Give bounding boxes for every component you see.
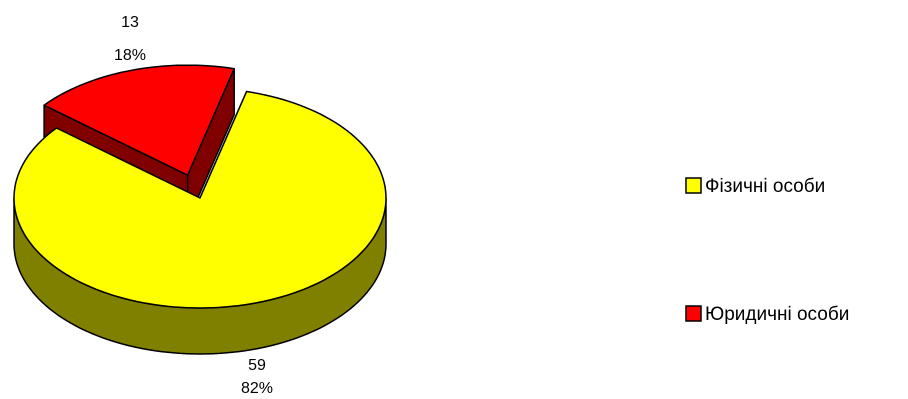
pie-slice-top-1 (43, 64, 235, 176)
pie-slice-top-0 (13, 90, 387, 309)
pie-plot-area (13, 64, 387, 355)
data-label-percent-legal: 18% (114, 47, 146, 64)
legend-label-legal-entities: Юридичні особи (705, 304, 849, 325)
data-label-value-individual: 59 (248, 357, 266, 374)
legend-label-individuals: Фізичні особи (705, 176, 825, 197)
data-label-value-legal: 13 (121, 14, 139, 31)
legend-swatch-individuals (685, 177, 702, 194)
legend-swatch-legal-entities (685, 305, 702, 322)
data-labels: 13 18% 59 82% (114, 14, 273, 397)
data-label-percent-individual: 82% (241, 380, 273, 397)
legend: Фізичні особи Юридичні особи (685, 176, 849, 325)
